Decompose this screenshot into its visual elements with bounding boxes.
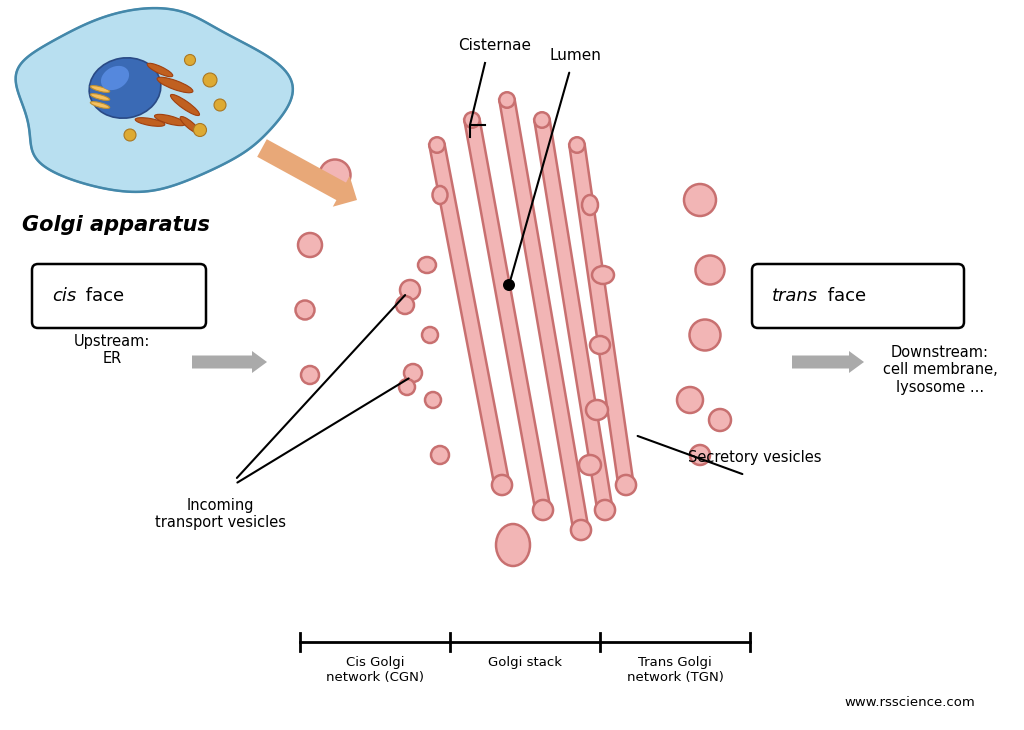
FancyArrow shape	[193, 351, 267, 373]
Polygon shape	[535, 120, 612, 510]
Circle shape	[571, 520, 591, 540]
Circle shape	[689, 320, 721, 350]
Text: Golgi apparatus: Golgi apparatus	[22, 215, 210, 235]
Text: face: face	[822, 287, 866, 305]
Text: Upstream:
ER: Upstream: ER	[74, 334, 151, 366]
Polygon shape	[464, 120, 551, 510]
Circle shape	[569, 137, 585, 153]
Ellipse shape	[432, 186, 447, 204]
Text: Lumen: Lumen	[549, 47, 601, 63]
Circle shape	[532, 500, 553, 520]
Circle shape	[400, 280, 420, 300]
Circle shape	[203, 73, 217, 87]
Ellipse shape	[590, 336, 610, 354]
Circle shape	[690, 445, 710, 465]
Circle shape	[492, 475, 512, 495]
Circle shape	[709, 409, 731, 431]
Circle shape	[124, 129, 136, 141]
Ellipse shape	[579, 455, 601, 475]
Polygon shape	[429, 145, 510, 485]
Circle shape	[298, 233, 322, 257]
Ellipse shape	[90, 101, 110, 108]
Ellipse shape	[496, 524, 530, 566]
Text: Secretory vesicles: Secretory vesicles	[688, 450, 821, 465]
Ellipse shape	[147, 64, 173, 77]
Circle shape	[595, 500, 615, 520]
FancyBboxPatch shape	[32, 264, 206, 328]
Polygon shape	[500, 100, 589, 530]
Circle shape	[184, 55, 196, 66]
Circle shape	[399, 379, 415, 395]
Text: Cis Golgi
network (CGN): Cis Golgi network (CGN)	[326, 656, 424, 684]
Text: Incoming
transport vesicles: Incoming transport vesicles	[155, 498, 286, 531]
Ellipse shape	[592, 266, 614, 284]
Circle shape	[404, 364, 422, 382]
Circle shape	[296, 301, 314, 320]
Circle shape	[503, 279, 515, 291]
Ellipse shape	[422, 327, 438, 343]
Ellipse shape	[89, 58, 161, 118]
Text: Downstream:
cell membrane,
lysosome ...: Downstream: cell membrane, lysosome ...	[883, 345, 997, 395]
Circle shape	[464, 112, 480, 128]
Circle shape	[684, 184, 716, 216]
Ellipse shape	[157, 77, 193, 93]
Text: face: face	[80, 287, 124, 305]
Ellipse shape	[155, 115, 185, 126]
Text: cis: cis	[52, 287, 76, 305]
Circle shape	[615, 475, 636, 495]
Polygon shape	[569, 145, 634, 485]
Circle shape	[396, 296, 414, 314]
Circle shape	[301, 366, 319, 384]
FancyArrow shape	[257, 139, 357, 207]
Polygon shape	[15, 8, 293, 192]
Circle shape	[677, 387, 703, 413]
Circle shape	[319, 159, 350, 191]
Text: Cisternae: Cisternae	[459, 37, 531, 53]
Circle shape	[695, 255, 725, 285]
Text: trans: trans	[772, 287, 818, 305]
Text: Golgi stack: Golgi stack	[488, 656, 562, 669]
Circle shape	[500, 92, 515, 108]
Ellipse shape	[418, 257, 436, 273]
Circle shape	[429, 137, 444, 153]
Circle shape	[214, 99, 226, 111]
Ellipse shape	[586, 400, 608, 420]
Text: Trans Golgi
network (TGN): Trans Golgi network (TGN)	[627, 656, 723, 684]
Ellipse shape	[135, 118, 165, 126]
Ellipse shape	[425, 392, 441, 408]
Ellipse shape	[431, 446, 449, 464]
Ellipse shape	[90, 93, 110, 101]
Circle shape	[194, 123, 207, 137]
Ellipse shape	[101, 66, 129, 90]
FancyArrow shape	[792, 351, 864, 373]
Ellipse shape	[582, 195, 598, 215]
FancyBboxPatch shape	[752, 264, 964, 328]
Ellipse shape	[180, 117, 200, 134]
Ellipse shape	[170, 94, 200, 115]
Ellipse shape	[90, 85, 110, 93]
Text: www.rsscience.com: www.rsscience.com	[845, 696, 976, 709]
Circle shape	[535, 112, 550, 128]
